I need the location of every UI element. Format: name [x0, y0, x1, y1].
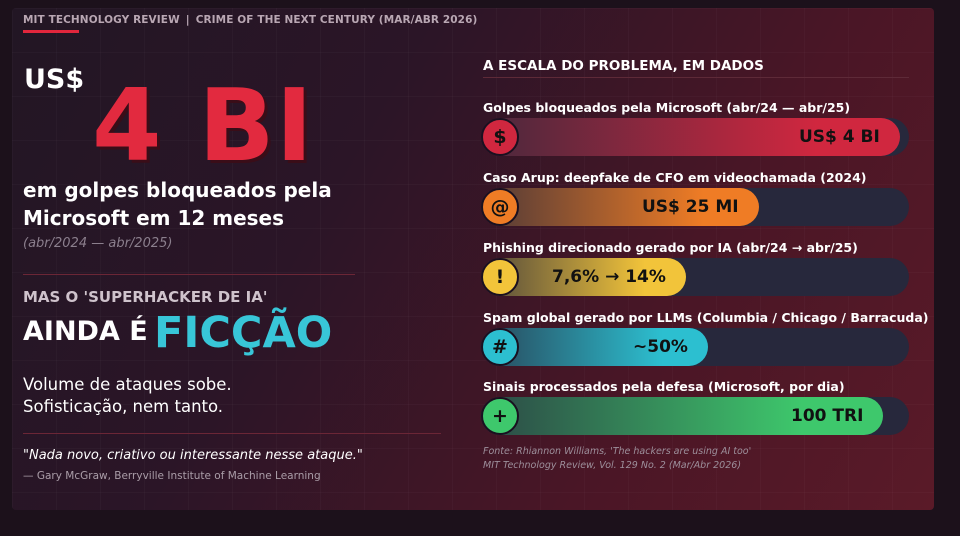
header-bar: MIT TECHNOLOGY REVIEW | CRIME OF THE NEXT … [23, 14, 477, 26]
bar-value: 7,6% → 14% [552, 267, 666, 287]
header-accent-line [23, 30, 79, 33]
publication-name: MIT TECHNOLOGY REVIEW [23, 14, 180, 26]
bar-fill [481, 118, 900, 156]
plus-icon: + [481, 397, 519, 435]
hero-currency: US$ [24, 64, 85, 95]
row-label: Spam global gerado por LLMs (Columbia / … [483, 310, 929, 325]
bar-track: # ~50% [481, 328, 909, 366]
header-separator: | [185, 14, 190, 26]
panel-title: A ESCALA DO PROBLEMA, EM DADOS [483, 58, 764, 74]
bar-track: ! 7,6% → 14% [481, 258, 909, 296]
quote-text: "Nada novo, criativo ou interessante nes… [23, 448, 363, 463]
section-name: CRIME OF THE NEXT CENTURY (MAR/ABR 2026) [195, 14, 478, 26]
bar-fill [481, 188, 759, 226]
hero-period: (abr/2024 — abr/2025) [23, 236, 173, 251]
bar-fill [481, 397, 883, 435]
bar-value: US$ 4 BI [799, 127, 880, 147]
bar-value: US$ 25 MI [642, 197, 739, 217]
myth-body-line: Volume de ataques sobe. [23, 375, 232, 394]
source-line: Fonte: Rhiannon Williams, 'The hackers a… [483, 446, 752, 457]
myth-body: Volume de ataques sobe. Sofisticação, ne… [23, 374, 232, 418]
hash-icon: # [481, 328, 519, 366]
myth-body-line: Sofisticação, nem tanto. [23, 397, 224, 416]
myth-kicker: MAS O 'SUPERHACKER DE IA' [23, 288, 268, 306]
at-icon: @ [481, 188, 519, 226]
source-line: MIT Technology Review, Vol. 129 No. 2 (M… [483, 460, 742, 471]
hero-subtitle: em golpes bloqueados pela Microsoft em 1… [23, 178, 332, 230]
source-note: Fonte: Rhiannon Williams, 'The hackers a… [483, 445, 751, 473]
row-label: Caso Arup: deepfake de CFO em videochama… [483, 170, 867, 185]
panel-divider [483, 77, 909, 78]
hero-figure: 4 BI [92, 67, 314, 184]
quote-author: — Gary McGraw, Berryville Institute of M… [23, 470, 321, 482]
divider [23, 274, 355, 275]
bar-track: $ US$ 4 BI [481, 118, 909, 156]
dollar-icon: $ [481, 118, 519, 156]
myth-headline: AINDA É [23, 316, 148, 347]
divider [23, 433, 441, 434]
row-label: Golpes bloqueados pela Microsoft (abr/24… [483, 100, 851, 115]
bar-value: 100 TRI [791, 406, 864, 426]
row-label: Phishing direcionado gerado por IA (abr/… [483, 240, 858, 255]
row-label: Sinais processados pela defesa (Microsof… [483, 379, 845, 394]
myth-highlight: FICÇÃO [154, 308, 333, 358]
bar-value: ~50% [633, 337, 688, 357]
exclamation-icon: ! [481, 258, 519, 296]
bar-track: +100 TRI [481, 397, 909, 435]
bar-track: @ US$ 25 MI [481, 188, 909, 226]
